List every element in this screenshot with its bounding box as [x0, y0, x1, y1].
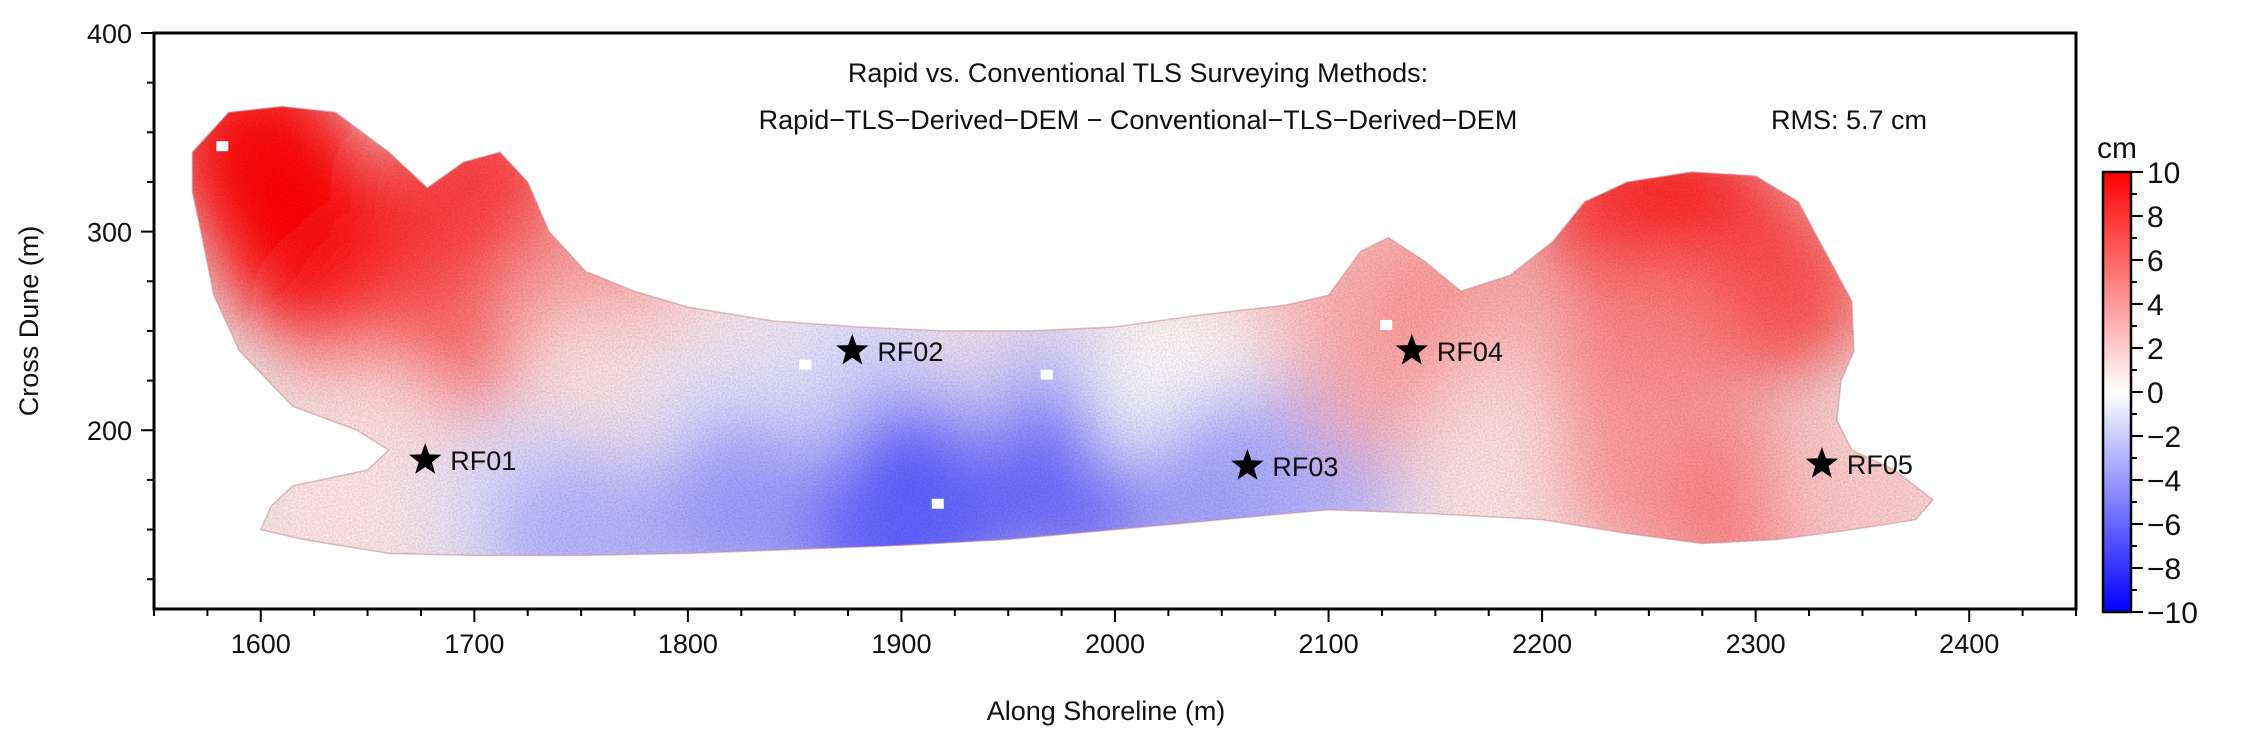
colorbar-tick-label: −10	[2147, 597, 2198, 630]
colorbar-tick-label: 4	[2147, 289, 2164, 322]
y-axis: 200 300 400	[87, 19, 154, 581]
reference-label-rf01: RF01	[450, 446, 516, 476]
colorbar-tick-label: −2	[2147, 421, 2181, 454]
x-tick-label: 2300	[1726, 629, 1786, 659]
y-tick-label: 400	[87, 19, 132, 49]
reference-label-rf03: RF03	[1272, 452, 1338, 482]
chart-title-line2: Rapid−TLS−Derived−DEM − Conventional−TLS…	[759, 105, 1518, 135]
reference-star-rf01	[409, 443, 442, 474]
reference-star-rf05	[1805, 447, 1838, 478]
colorbar-tick-label: −6	[2147, 509, 2181, 542]
data-gap	[799, 359, 812, 370]
colorbar: cm 10 8 6 4 2 0 −2 −4 −6 −8 −10	[2097, 132, 2198, 630]
x-axis: 1600 1700 1800 1900 2000 2100 2200 2300 2400	[153, 609, 2077, 659]
reference-label-rf05: RF05	[1847, 450, 1913, 480]
data-gap	[931, 498, 944, 509]
surface-outline	[191, 105, 1934, 557]
reference-label-rf02: RF02	[877, 337, 943, 367]
x-tick-label: 2200	[1512, 629, 1572, 659]
colorbar-tick-label: 6	[2147, 245, 2164, 278]
colorbar-tick-label: 10	[2147, 157, 2180, 190]
colorbar-tick-label: 0	[2147, 377, 2164, 410]
x-tick-label: 2400	[1939, 629, 1999, 659]
x-tick-label: 1700	[444, 629, 504, 659]
data-gap	[216, 141, 229, 152]
colorbar-tick-label: −8	[2147, 553, 2181, 586]
colorbar-tick-label: −4	[2147, 465, 2181, 498]
x-tick-label: 1600	[231, 629, 291, 659]
x-axis-label: Along Shoreline (m)	[987, 696, 1226, 726]
colorbar-scale	[2101, 170, 2133, 614]
reference-star-rf02	[836, 333, 869, 365]
reference-star-rf03	[1231, 449, 1264, 480]
x-tick-label: 2100	[1299, 629, 1359, 659]
data-gaps	[216, 141, 1393, 509]
chart-title-line1: Rapid vs. Conventional TLS Surveying Met…	[848, 58, 1428, 88]
reference-markers: RF01 RF02 RF03 RF04 RF05	[409, 333, 1913, 482]
colorbar-tick-label: 8	[2147, 201, 2164, 234]
x-tick-label: 1800	[658, 629, 718, 659]
x-tick-label: 1900	[871, 629, 931, 659]
colorbar-unit: cm	[2097, 132, 2137, 165]
y-tick-label: 200	[87, 416, 132, 446]
reference-label-rf04: RF04	[1437, 337, 1503, 367]
y-tick-label: 300	[87, 218, 132, 248]
data-gap	[1380, 319, 1393, 330]
colorbar-ticks: 10 8 6 4 2 0 −2 −4 −6 −8 −10	[2131, 157, 2198, 630]
reference-star-rf04	[1395, 333, 1428, 365]
y-axis-label: Cross Dune (m)	[14, 226, 44, 417]
data-gap	[1109, 306, 1121, 317]
colorbar-tick-label: 2	[2147, 333, 2164, 366]
data-gap	[1040, 369, 1053, 380]
x-tick-label: 2000	[1085, 629, 1145, 659]
rms-label: RMS: 5.7 cm	[1771, 105, 1927, 135]
